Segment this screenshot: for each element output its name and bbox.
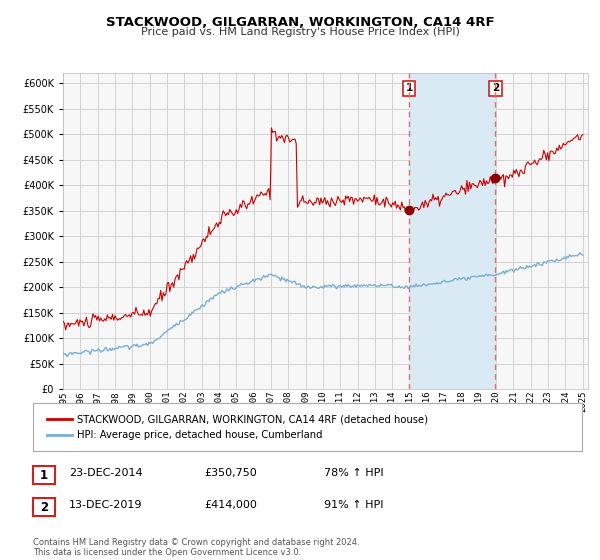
Text: 1: 1: [40, 469, 48, 482]
Text: 91% ↑ HPI: 91% ↑ HPI: [324, 500, 383, 510]
Text: 13-DEC-2019: 13-DEC-2019: [69, 500, 143, 510]
Text: £350,750: £350,750: [204, 468, 257, 478]
Text: 2: 2: [40, 501, 48, 514]
Text: Price paid vs. HM Land Registry's House Price Index (HPI): Price paid vs. HM Land Registry's House …: [140, 27, 460, 37]
Text: 23-DEC-2014: 23-DEC-2014: [69, 468, 143, 478]
Legend: STACKWOOD, GILGARRAN, WORKINGTON, CA14 4RF (detached house), HPI: Average price,: STACKWOOD, GILGARRAN, WORKINGTON, CA14 4…: [43, 410, 433, 444]
Text: 78% ↑ HPI: 78% ↑ HPI: [324, 468, 383, 478]
Text: Contains HM Land Registry data © Crown copyright and database right 2024.
This d: Contains HM Land Registry data © Crown c…: [33, 538, 359, 557]
Bar: [409, 73, 496, 389]
Text: STACKWOOD, GILGARRAN, WORKINGTON, CA14 4RF: STACKWOOD, GILGARRAN, WORKINGTON, CA14 4…: [106, 16, 494, 29]
Text: 2: 2: [492, 83, 499, 93]
Text: £414,000: £414,000: [204, 500, 257, 510]
Text: 1: 1: [406, 83, 413, 93]
